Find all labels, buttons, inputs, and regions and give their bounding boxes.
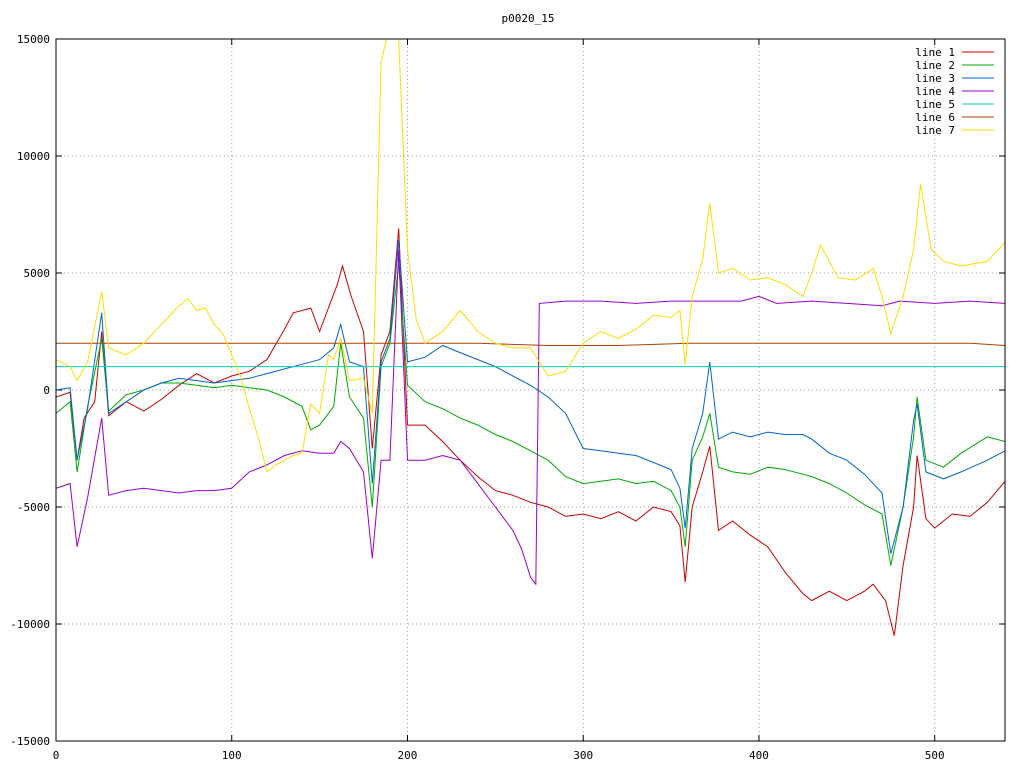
y-tick-label: 10000 (17, 150, 50, 163)
legend-label: line 4 (915, 85, 955, 98)
x-tick-label: 100 (222, 749, 242, 762)
x-tick-label: 400 (749, 749, 769, 762)
series-line-2 (56, 263, 1005, 566)
legend-label: line 3 (915, 72, 955, 85)
y-tick-label: 0 (43, 384, 50, 397)
x-tick-label: 200 (398, 749, 418, 762)
x-tick-label: 0 (53, 749, 60, 762)
y-tick-label: 5000 (24, 267, 51, 280)
plot-frame (55, 38, 1006, 742)
axis-ticks: 0 100 200 300 400 500 -15000 -10000 -5000 0 5000 10… (10, 33, 1005, 762)
legend-label: line 6 (915, 111, 955, 124)
legend-label: line 5 (915, 98, 955, 111)
legend-label: line 7 (915, 124, 955, 137)
series-line-1 (56, 228, 1005, 636)
legend-label: line 2 (915, 59, 955, 72)
y-tick-label: -10000 (10, 618, 50, 631)
y-tick-label: 15000 (17, 33, 50, 46)
chart-title: p0020_15 (502, 12, 555, 25)
x-tick-label: 500 (925, 749, 945, 762)
series-lines (56, 39, 1005, 636)
y-tick-label: -5000 (17, 501, 50, 514)
series-line-7 (56, 39, 1005, 473)
series-line-3 (56, 240, 1005, 554)
y-tick-label: -15000 (10, 735, 50, 748)
series-line-4 (56, 249, 1005, 586)
legend-label: line 1 (915, 46, 955, 59)
series-line-6 (56, 342, 1005, 346)
x-tick-label: 300 (573, 749, 593, 762)
